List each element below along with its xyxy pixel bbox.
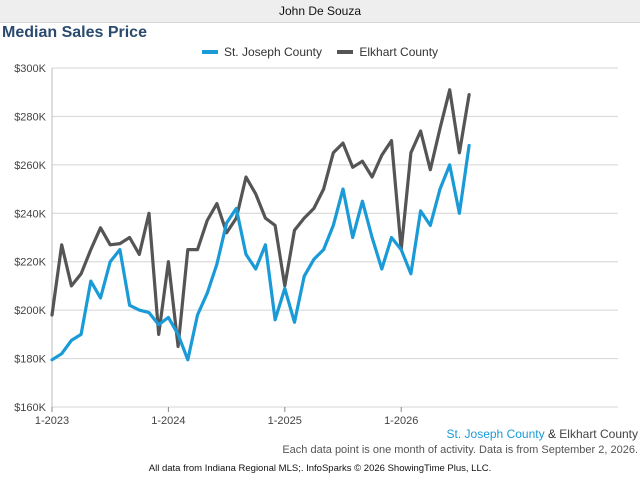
legend-label-st-joseph: St. Joseph County <box>223 45 322 59</box>
caption-series-a: St. Joseph County <box>446 427 545 441</box>
series-line-st-joseph[interactable] <box>50 143 471 362</box>
legend-label-elkhart: Elkhart County <box>359 45 439 59</box>
y-tick-label: $300K <box>14 63 46 75</box>
caption-series-b: Elkhart County <box>559 427 638 441</box>
y-tick-label: $180K <box>14 354 46 366</box>
y-tick-label: $220K <box>14 257 46 269</box>
series-line-elkhart[interactable] <box>50 88 471 349</box>
data-note: Each data point is one month of activity… <box>282 444 638 456</box>
series-caption: St. Joseph County & Elkhart County <box>447 427 638 441</box>
x-tick-label: 1-2024 <box>151 415 185 427</box>
y-tick-label: $200K <box>14 305 46 317</box>
y-tick-label: $280K <box>14 111 46 123</box>
x-tick-label: 1-2026 <box>384 415 418 427</box>
footer-attribution: All data from Indiana Regional MLS;. Inf… <box>148 463 492 474</box>
y-tick-label: $260K <box>14 160 46 172</box>
user-header-bar: John De Souza <box>0 0 640 23</box>
y-tick-label: $160K <box>14 402 46 414</box>
x-tick-label: 1-2023 <box>35 415 69 427</box>
chart-legend: St. Joseph County Elkhart County <box>0 45 640 59</box>
x-tick-label: 1-2025 <box>268 415 302 427</box>
legend-item-elkhart[interactable]: Elkhart County <box>337 45 438 59</box>
legend-swatch-elkhart <box>337 49 354 54</box>
user-name: John De Souza <box>278 4 362 18</box>
legend-swatch-st-joseph <box>201 49 218 54</box>
legend-item-st-joseph[interactable]: St. Joseph County <box>201 45 322 59</box>
y-tick-label: $240K <box>14 208 46 220</box>
chart-title: Median Sales Price <box>2 24 147 41</box>
caption-joiner: & <box>547 427 556 441</box>
